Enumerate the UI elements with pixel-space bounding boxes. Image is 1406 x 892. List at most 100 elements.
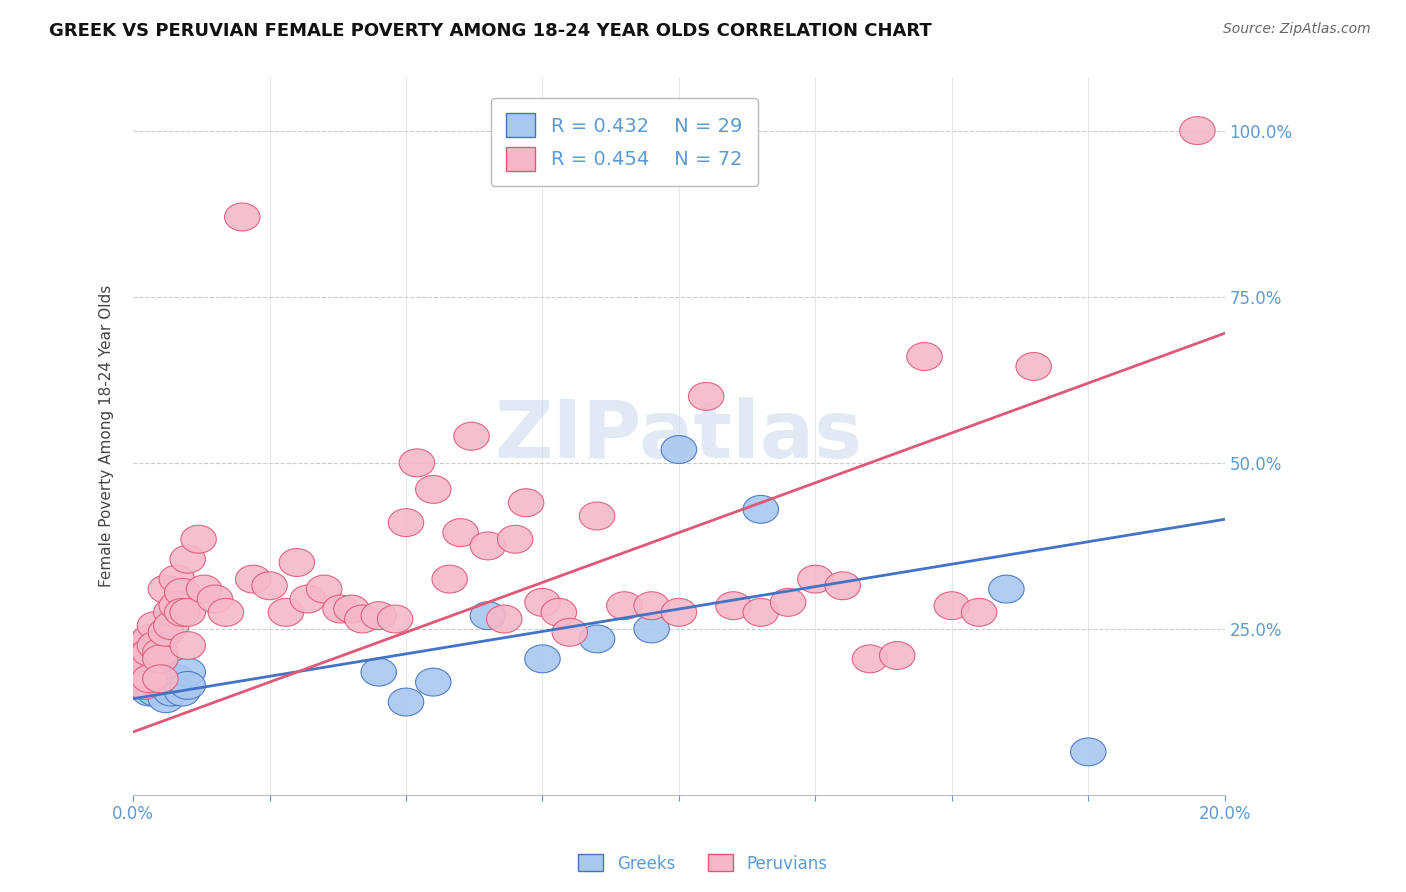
Ellipse shape	[962, 599, 997, 626]
Ellipse shape	[181, 525, 217, 553]
Ellipse shape	[165, 578, 200, 607]
Ellipse shape	[361, 602, 396, 630]
Ellipse shape	[148, 575, 184, 603]
Ellipse shape	[1180, 117, 1215, 145]
Ellipse shape	[138, 639, 173, 666]
Ellipse shape	[307, 575, 342, 603]
Ellipse shape	[377, 605, 413, 633]
Ellipse shape	[1070, 738, 1107, 766]
Ellipse shape	[138, 612, 173, 640]
Ellipse shape	[170, 672, 205, 699]
Ellipse shape	[142, 672, 179, 699]
Ellipse shape	[742, 495, 779, 524]
Ellipse shape	[388, 688, 423, 716]
Ellipse shape	[280, 549, 315, 576]
Ellipse shape	[142, 651, 179, 680]
Ellipse shape	[132, 678, 167, 706]
Ellipse shape	[127, 672, 162, 699]
Ellipse shape	[716, 591, 751, 620]
Ellipse shape	[524, 645, 560, 673]
Ellipse shape	[159, 665, 194, 693]
Ellipse shape	[208, 599, 243, 626]
Ellipse shape	[153, 599, 188, 626]
Ellipse shape	[934, 591, 970, 620]
Ellipse shape	[1017, 352, 1052, 380]
Ellipse shape	[132, 625, 167, 653]
Ellipse shape	[142, 639, 179, 666]
Ellipse shape	[121, 658, 156, 686]
Ellipse shape	[148, 672, 184, 699]
Y-axis label: Female Poverty Among 18-24 Year Olds: Female Poverty Among 18-24 Year Olds	[100, 285, 114, 587]
Ellipse shape	[121, 632, 156, 659]
Text: Source: ZipAtlas.com: Source: ZipAtlas.com	[1223, 22, 1371, 37]
Ellipse shape	[127, 662, 162, 690]
Ellipse shape	[470, 602, 506, 630]
Ellipse shape	[443, 518, 478, 547]
Ellipse shape	[132, 672, 167, 699]
Ellipse shape	[269, 599, 304, 626]
Ellipse shape	[852, 645, 887, 673]
Ellipse shape	[399, 449, 434, 477]
Ellipse shape	[127, 641, 162, 670]
Ellipse shape	[988, 575, 1024, 603]
Ellipse shape	[142, 665, 179, 693]
Ellipse shape	[579, 625, 614, 653]
Text: ZIPatlas: ZIPatlas	[495, 397, 863, 475]
Ellipse shape	[142, 645, 179, 673]
Ellipse shape	[127, 632, 162, 659]
Ellipse shape	[148, 685, 184, 713]
Ellipse shape	[880, 641, 915, 670]
Ellipse shape	[138, 632, 173, 659]
Ellipse shape	[153, 678, 188, 706]
Ellipse shape	[165, 599, 200, 626]
Ellipse shape	[290, 585, 326, 613]
Ellipse shape	[634, 591, 669, 620]
Ellipse shape	[606, 591, 643, 620]
Legend: R = 0.432    N = 29, R = 0.454    N = 72: R = 0.432 N = 29, R = 0.454 N = 72	[491, 98, 758, 186]
Ellipse shape	[541, 599, 576, 626]
Ellipse shape	[361, 658, 396, 686]
Ellipse shape	[138, 678, 173, 706]
Ellipse shape	[127, 641, 162, 670]
Ellipse shape	[509, 489, 544, 516]
Ellipse shape	[153, 612, 188, 640]
Ellipse shape	[252, 572, 287, 599]
Ellipse shape	[165, 678, 200, 706]
Ellipse shape	[661, 599, 696, 626]
Ellipse shape	[579, 502, 614, 530]
Ellipse shape	[132, 665, 167, 693]
Ellipse shape	[432, 566, 467, 593]
Ellipse shape	[742, 599, 779, 626]
Ellipse shape	[159, 566, 194, 593]
Ellipse shape	[127, 655, 162, 682]
Ellipse shape	[170, 632, 205, 659]
Ellipse shape	[486, 605, 522, 633]
Ellipse shape	[416, 668, 451, 696]
Ellipse shape	[121, 639, 156, 666]
Ellipse shape	[170, 599, 205, 626]
Ellipse shape	[170, 545, 205, 574]
Ellipse shape	[907, 343, 942, 370]
Ellipse shape	[344, 605, 380, 633]
Ellipse shape	[524, 589, 560, 616]
Ellipse shape	[159, 591, 194, 620]
Ellipse shape	[225, 203, 260, 231]
Ellipse shape	[132, 665, 167, 693]
Text: GREEK VS PERUVIAN FEMALE POVERTY AMONG 18-24 YEAR OLDS CORRELATION CHART: GREEK VS PERUVIAN FEMALE POVERTY AMONG 1…	[49, 22, 932, 40]
Ellipse shape	[197, 585, 233, 613]
Ellipse shape	[333, 595, 370, 623]
Ellipse shape	[661, 435, 696, 464]
Ellipse shape	[121, 632, 156, 659]
Ellipse shape	[187, 575, 222, 603]
Ellipse shape	[235, 566, 271, 593]
Ellipse shape	[689, 383, 724, 410]
Ellipse shape	[323, 595, 359, 623]
Ellipse shape	[416, 475, 451, 503]
Ellipse shape	[388, 508, 423, 537]
Ellipse shape	[770, 589, 806, 616]
Ellipse shape	[825, 572, 860, 599]
Ellipse shape	[498, 525, 533, 553]
Ellipse shape	[148, 618, 184, 646]
Ellipse shape	[454, 422, 489, 450]
Ellipse shape	[153, 665, 188, 693]
